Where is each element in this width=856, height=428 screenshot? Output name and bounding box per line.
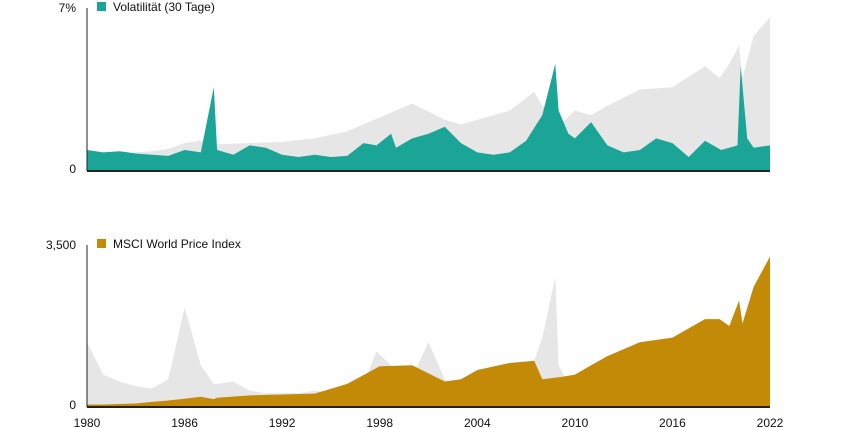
- volatility-ytick-top: 7%: [59, 1, 77, 15]
- x-tick-label: 2004: [464, 416, 491, 428]
- msci-panel: 3,500 0 MSCI World Price Index 1980 1986 1…: [46, 237, 784, 428]
- x-tick-label: 2016: [659, 416, 686, 428]
- volatility-shadow-area: [87, 17, 770, 171]
- x-tick-label: 1986: [171, 416, 198, 428]
- x-tick-label: 2022: [757, 416, 784, 428]
- volatility-shadow-layer: [87, 17, 770, 171]
- volatility-panel: 7% 0 Volatilität (30 Tage): [59, 0, 770, 176]
- msci-ytick-top: 3,500: [46, 238, 76, 252]
- msci-legend-swatch: [97, 239, 106, 248]
- volatility-legend-swatch: [97, 2, 106, 11]
- volatility-ytick-zero: 0: [69, 162, 76, 176]
- x-tick-label: 1998: [366, 416, 393, 428]
- x-tick-label: 1992: [269, 416, 296, 428]
- volatility-series-area-0: [87, 63, 770, 171]
- volatility-legend-label: Volatilität (30 Tage): [113, 0, 215, 14]
- volatility-series-layer: [87, 63, 770, 171]
- x-axis-ticks: 1980 1986 1992 1998 2004 2010 2016 2022: [74, 416, 784, 428]
- msci-series-area-0: [87, 256, 770, 407]
- msci-ytick-zero: 0: [69, 398, 76, 412]
- msci-legend-label: MSCI World Price Index: [113, 237, 241, 251]
- x-tick-label: 2010: [562, 416, 589, 428]
- x-tick-label: 1980: [74, 416, 101, 428]
- msci-series-layer: [87, 256, 770, 407]
